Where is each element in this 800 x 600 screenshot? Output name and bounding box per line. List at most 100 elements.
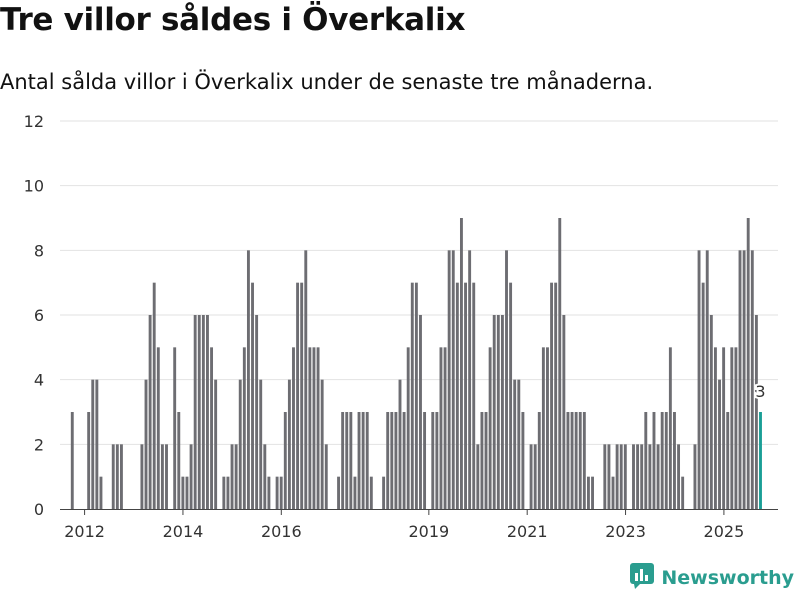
bar	[382, 476, 386, 509]
bar	[165, 444, 168, 509]
bar-highlight	[759, 412, 762, 509]
bar	[619, 444, 623, 509]
bar	[296, 282, 300, 509]
bar	[406, 347, 410, 509]
y-tick-label: 4	[34, 371, 44, 390]
bar	[390, 412, 394, 509]
y-tick-label: 2	[34, 435, 44, 454]
bar	[582, 412, 586, 509]
bar	[443, 347, 447, 509]
bar	[206, 315, 209, 509]
bar	[119, 444, 123, 509]
bar	[99, 476, 103, 509]
bar	[693, 444, 697, 509]
bar	[554, 282, 558, 509]
bar	[91, 379, 95, 509]
bar	[709, 315, 713, 509]
bar	[341, 412, 345, 509]
y-tick-label: 0	[34, 500, 44, 519]
bar	[345, 412, 349, 509]
bar	[517, 379, 521, 509]
bar	[394, 412, 398, 509]
bar	[173, 347, 177, 509]
bar	[664, 412, 668, 509]
bar	[185, 476, 189, 509]
bar	[476, 444, 480, 509]
bar	[701, 282, 705, 509]
bar	[357, 412, 361, 509]
bar	[562, 315, 566, 509]
data-label: 3	[755, 382, 765, 401]
bar	[87, 412, 91, 509]
bar	[464, 282, 467, 509]
bar	[193, 315, 197, 509]
bar	[246, 250, 250, 510]
bar	[148, 315, 152, 509]
bar	[570, 412, 574, 509]
bar	[189, 444, 193, 509]
bar	[279, 476, 283, 509]
bar	[566, 412, 570, 509]
y-tick-label: 6	[34, 306, 44, 325]
bar	[636, 444, 640, 509]
bar	[472, 282, 476, 509]
y-tick-label: 8	[34, 241, 44, 260]
bar	[111, 444, 115, 509]
bar	[423, 412, 427, 509]
bar	[722, 347, 726, 509]
bar	[550, 282, 554, 509]
bar	[468, 250, 472, 510]
bar	[214, 379, 218, 509]
x-tick-label: 2016	[261, 522, 302, 541]
bar	[263, 444, 267, 509]
bar	[197, 315, 201, 509]
bars	[70, 218, 762, 510]
bar	[353, 476, 357, 509]
bar	[640, 444, 644, 509]
bar	[115, 444, 119, 509]
bar	[337, 476, 340, 509]
bar	[275, 476, 279, 509]
x-tick-label: 2021	[507, 522, 548, 541]
bar	[369, 476, 373, 509]
bar	[222, 476, 226, 509]
bar	[558, 218, 562, 509]
x-tick-label: 2012	[64, 522, 105, 541]
bar	[718, 379, 721, 509]
bar	[304, 250, 308, 510]
bar	[533, 444, 537, 509]
bar	[537, 412, 541, 509]
bar	[611, 476, 615, 509]
bar	[255, 315, 259, 509]
bar	[234, 444, 238, 509]
bar	[386, 412, 390, 509]
bar	[484, 412, 488, 509]
bar	[312, 347, 316, 509]
x-tick-label: 2019	[408, 522, 449, 541]
bar	[287, 379, 291, 509]
bar	[419, 315, 422, 509]
bar-chart: 0 2 4 6 8 10 12 3 2012 2014 2016 2019 2021 2023 2025	[24, 112, 778, 541]
x-axis	[60, 509, 778, 515]
bar	[513, 379, 517, 509]
chart-bubble-icon	[629, 562, 655, 594]
tick-labels: 0 2 4 6 8 10 12 3 2012 2014 2016 2019 2021 2023 2025	[24, 112, 768, 541]
bar	[410, 282, 414, 509]
bar	[156, 347, 160, 509]
bar	[242, 347, 246, 509]
bar	[451, 250, 455, 510]
bar	[529, 444, 533, 509]
bar	[320, 379, 324, 509]
bar	[603, 444, 607, 509]
bar	[95, 379, 99, 509]
bar	[160, 444, 164, 509]
bar	[591, 476, 594, 509]
bar	[181, 476, 185, 509]
bar	[226, 476, 230, 509]
bar	[70, 412, 74, 509]
bar	[673, 412, 676, 509]
bar	[292, 347, 295, 509]
bar	[439, 347, 443, 509]
bar	[648, 444, 652, 509]
bar	[652, 412, 656, 509]
